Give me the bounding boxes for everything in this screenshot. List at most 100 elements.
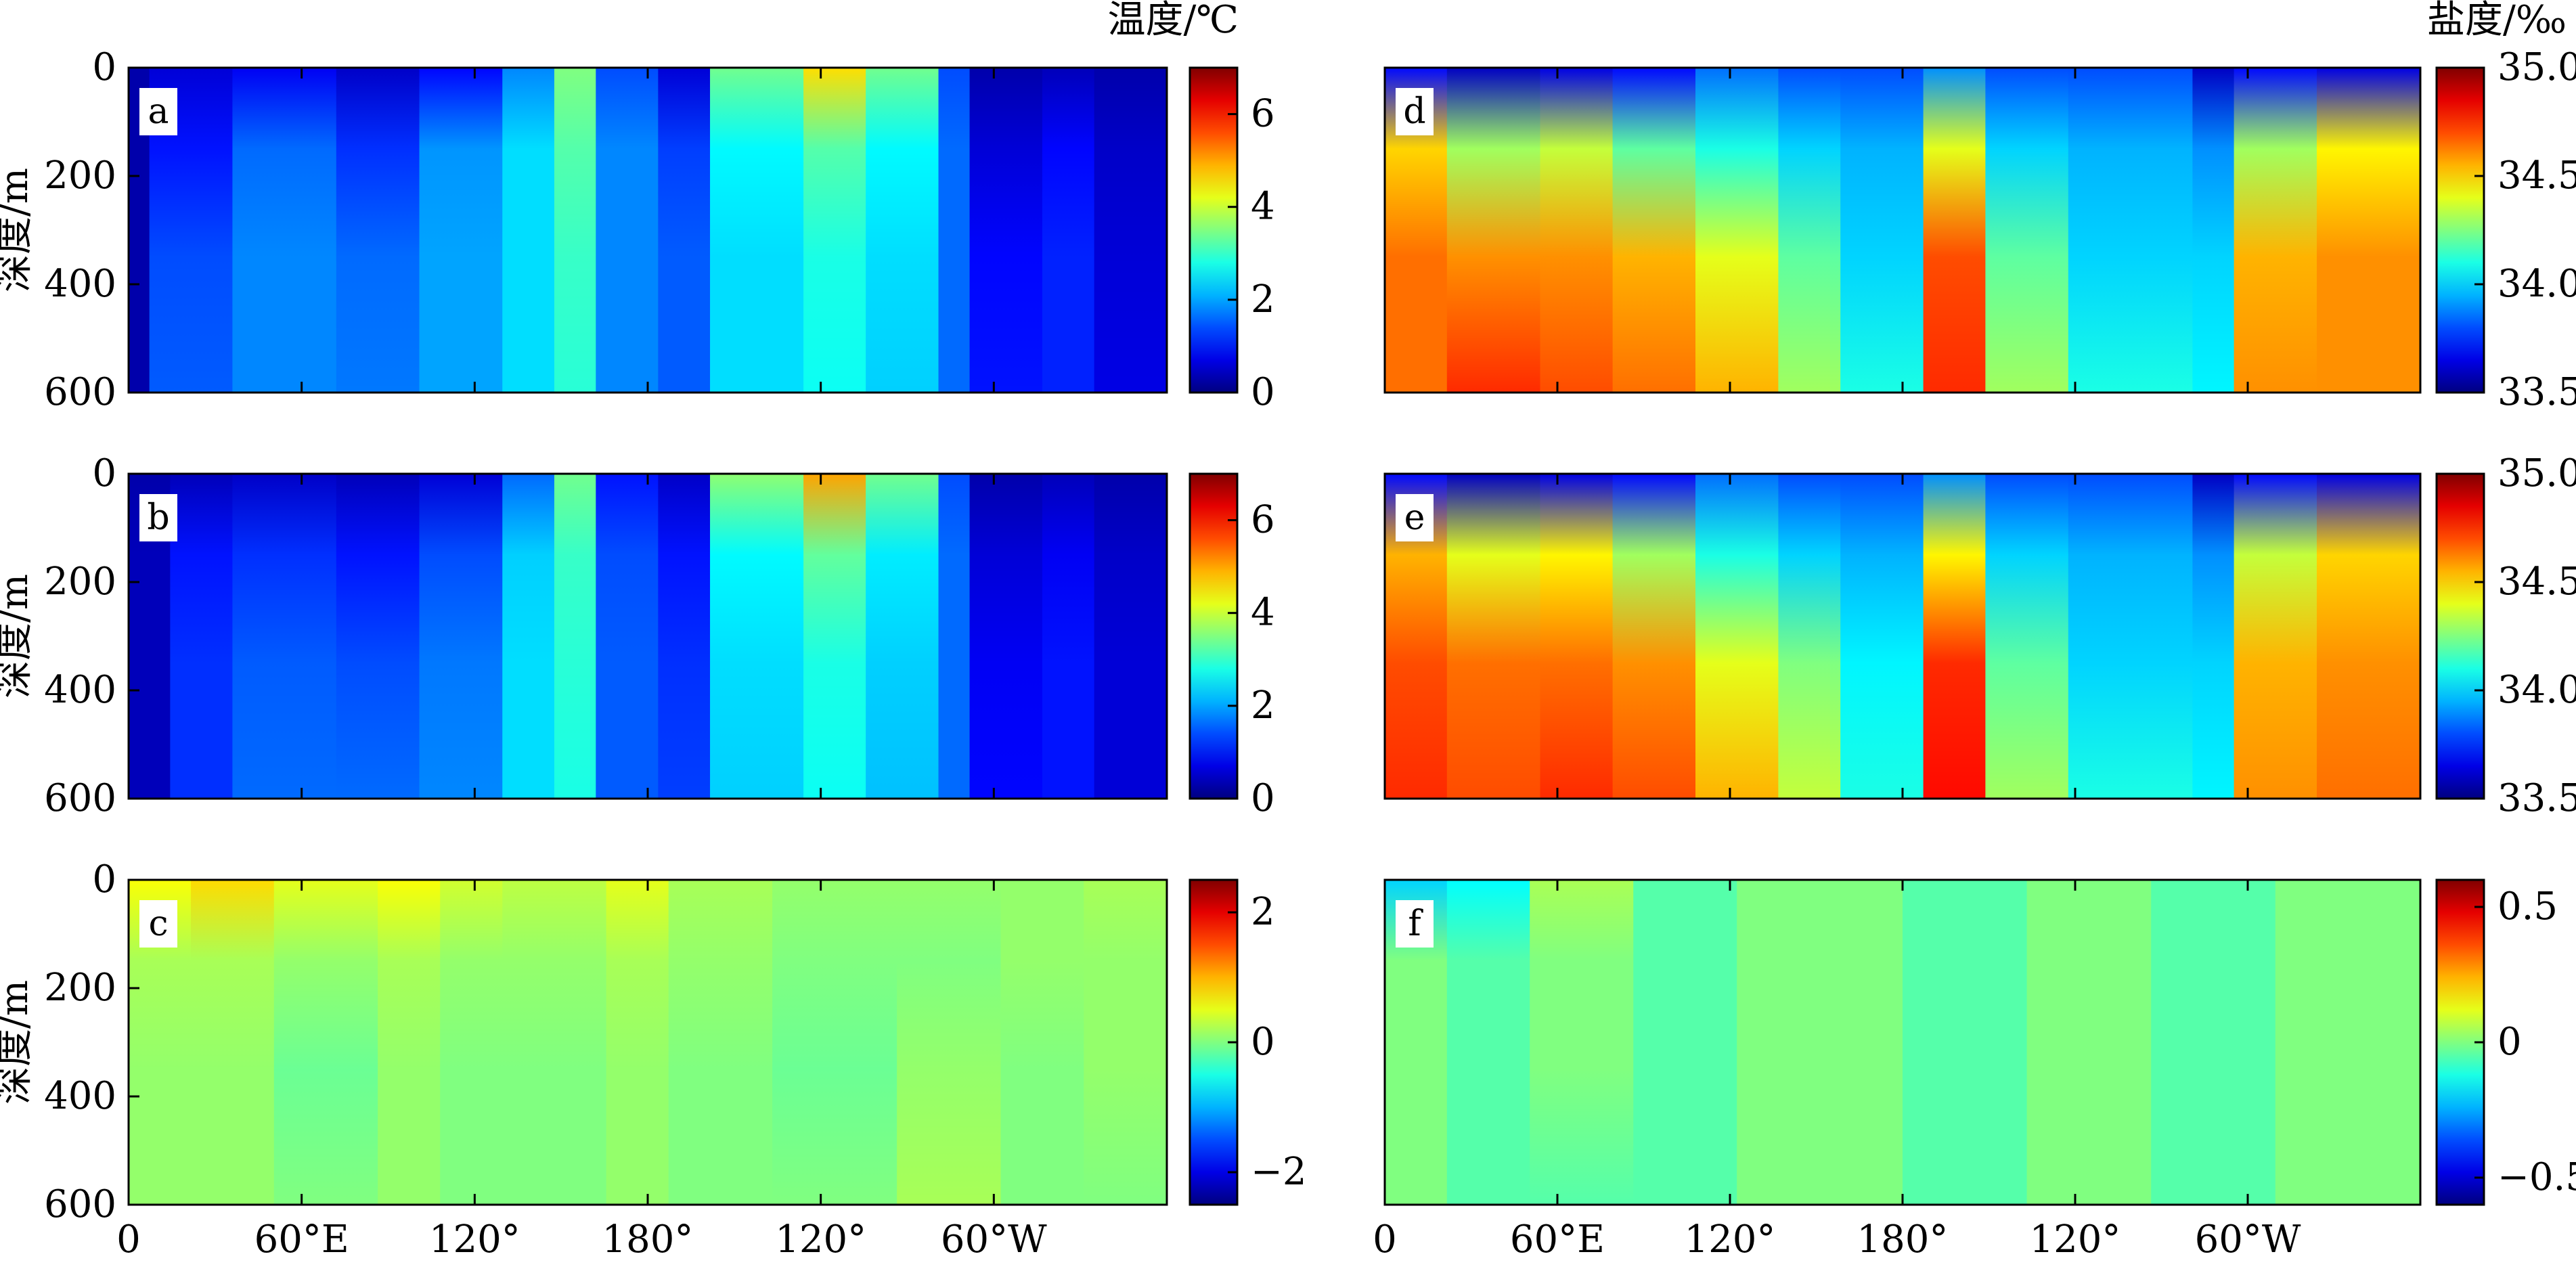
heatmap-column-c-6 [606,880,669,1205]
colorbar-tick-label-a: 6 [1251,92,1275,136]
xtick-label-c: 60°E [254,1218,349,1262]
colorbar-tick-label-a: 0 [1251,370,1275,414]
heatmap-column-c-3 [378,880,441,1205]
salt-colorbar-title: 盐度/‰ [2427,0,2567,42]
ytick-label-b: 0 [92,451,116,495]
panel-label-b: b [147,497,169,538]
panel-label-box-c [139,900,177,948]
heatmap-column-e-5 [1778,474,1842,799]
heatmap-column-a-15 [1094,68,1168,393]
heatmap-column-c-7 [668,880,774,1205]
ylabel-a: 深度/m [0,168,37,292]
xtick-label-c: 0 [116,1218,141,1262]
heatmap-column-c-8 [772,880,898,1205]
ytick-label-c: 600 [44,1182,116,1226]
heatmap-column-f-3 [1633,880,1738,1205]
colorbar-tick-label-a: 2 [1251,277,1275,321]
xtick-label-f: 120° [1685,1218,1776,1262]
heatmap-column-e-9 [2068,474,2194,799]
heatmap-column-b-1 [170,474,234,799]
heatmap-column-d-8 [1985,68,2069,393]
xtick-label-f: 180° [1857,1218,1949,1262]
heatmap-column-d-3 [1612,68,1696,393]
panel-label-a: a [148,91,169,132]
panel-label-box-b [139,494,177,541]
heatmap-column-f-7 [2151,880,2276,1205]
ytick-label-a: 200 [44,154,116,198]
panel-label-box-f [1396,900,1434,948]
heatmap-column-d-6 [1840,68,1924,393]
heatmap-column-d-1 [1446,68,1541,393]
colorbar-tick-label-d: 34.5 [2497,154,2576,198]
xtick-label-c: 120° [775,1218,866,1262]
panel-label-box-a [139,88,177,135]
xtick-label-f: 60°E [1510,1218,1605,1262]
heatmap-column-a-2 [232,68,337,393]
heatmap-column-a-10 [803,68,867,393]
colorbar-tick-label-b: 2 [1251,684,1275,728]
heatmap-column-f-5 [1903,880,2028,1205]
xtick-label-f: 0 [1373,1218,1397,1262]
heatmap-column-a-3 [336,68,420,393]
heatmap-column-e-10 [2192,474,2235,799]
heatmap-column-a-14 [1042,68,1095,393]
heatmap-column-e-7 [1923,474,1986,799]
heatmap-column-f-4 [1737,880,1903,1205]
heatmap-column-a-4 [419,68,504,393]
ylabel-b: 深度/m [0,574,37,698]
colorbar-tick-label-f: 0 [2497,1020,2522,1064]
heatmap-column-b-5 [502,474,555,799]
heatmap-column-b-12 [938,474,971,799]
colorbar-tick-label-b: 4 [1251,591,1275,635]
xtick-label-c: 60°W [941,1218,1047,1262]
panels-layer: a0200400600深度/m0246b0200400600深度/m0246c0… [0,45,2576,1262]
heatmap-column-d-12 [2317,68,2421,393]
colorbar-tick-label-f: 0.5 [2497,885,2558,929]
ytick-label-a: 400 [44,262,116,306]
ylabel-c: 深度/m [0,980,37,1105]
heatmap-column-a-13 [969,68,1043,393]
colorbar-tick-label-f: −0.5 [2497,1155,2576,1199]
heatmap-column-a-8 [658,68,711,393]
heatmap-column-a-12 [938,68,971,393]
colorbar-tick-label-d: 33.5 [2497,370,2576,414]
heatmap-column-b-3 [336,474,420,799]
heatmap-column-e-8 [1985,474,2069,799]
ytick-label-c: 200 [44,966,116,1010]
heatmap-column-b-15 [1094,474,1168,799]
heatmap-column-a-7 [596,68,659,393]
heatmap-column-a-5 [502,68,555,393]
colorbar-tick-label-a: 4 [1251,185,1275,229]
heatmap-column-c-5 [502,880,607,1205]
colorbar-tick-label-c: 0 [1251,1020,1275,1064]
ytick-label-c: 400 [44,1074,116,1118]
heatmap-column-e-12 [2317,474,2421,799]
heatmap-column-b-11 [866,474,939,799]
ytick-label-a: 0 [92,45,116,89]
panel-label-d: d [1403,91,1425,132]
colorbar-tick-label-c: −2 [1251,1150,1307,1194]
panel-label-c: c [148,904,168,944]
ytick-label-b: 400 [44,668,116,712]
colorbar-tick-label-b: 0 [1251,776,1275,820]
colorbar-tick-label-e: 34.0 [2497,668,2576,712]
heatmap-column-a-6 [554,68,597,393]
heatmap-column-d-7 [1923,68,1986,393]
colorbar-d [2435,66,2485,394]
colorbar-tick-label-d: 35.0 [2497,45,2576,89]
colorbar-tick-label-c: 2 [1251,890,1275,934]
ytick-label-b: 200 [44,560,116,604]
heatmap-column-f-1 [1446,880,1531,1205]
heatmap-column-d-4 [1695,68,1779,393]
xtick-label-f: 120° [2030,1218,2121,1262]
heatmap-column-e-3 [1612,474,1696,799]
ytick-label-a: 600 [44,370,116,414]
xtick-label-c: 120° [429,1218,520,1262]
heatmap-column-b-8 [658,474,711,799]
panel-label-f: f [1408,904,1423,944]
heatmap-column-d-5 [1778,68,1842,393]
